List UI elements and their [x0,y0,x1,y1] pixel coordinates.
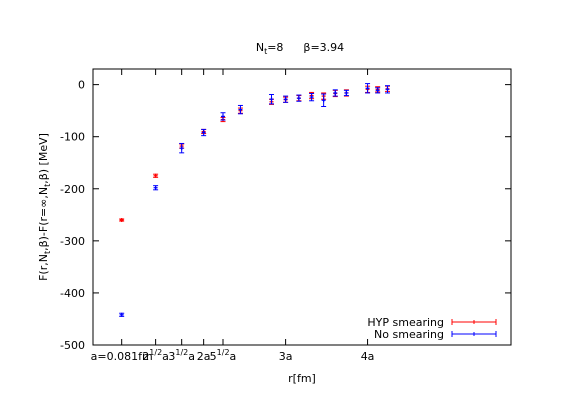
x-tick-label: 4a [361,350,375,363]
series-0 [119,85,390,223]
ylabel-p2: ,β)-F(r=∞,N [37,187,50,251]
x-tick-label-part: 4a [361,350,375,363]
x-tick-label: 3a [279,350,293,363]
ylabel-p3: ,β) [MeV] [37,133,50,184]
x-tick-label: a=0.081fm [91,350,153,363]
x-tick-label-part: a=0.081fm [91,350,153,363]
x-tick-label-part: 1/2 [217,348,230,357]
x-tick-label-part: 1/2 [175,348,188,357]
legend-label: HYP smearing [367,316,444,329]
plot-frame [92,68,512,346]
chart-title: Nt=8 β=3.94 [256,41,344,56]
x-tick-label-part: 1/2 [149,348,162,357]
x-tick-label-part: 5 [210,350,217,363]
title-nt-sub: t [264,47,267,56]
x-tick-label: 2a [197,350,211,363]
y-tick-label: -400 [60,287,85,300]
x-tick-label-part: 3 [168,350,175,363]
title-nt-val: =8 [267,41,283,54]
x-tick-label-part: 2 [142,350,149,363]
ylabel-p1: F(r,N [37,254,50,281]
plot-marks [119,83,390,317]
y-tick-label: 0 [78,79,85,92]
x-tick-label: 31/2a [168,348,195,363]
title-beta: β=3.94 [303,41,344,54]
series-1 [119,83,390,317]
y-tick-label: -300 [60,235,85,248]
y-tick-label: -200 [60,183,85,196]
x-tick-label-part: 2a [197,350,211,363]
x-tick-label: 51/2a [210,348,237,363]
x-tick-label-part: a [230,350,237,363]
ylabel-s1: t [43,251,52,254]
x-tick-label-part: a [162,350,169,363]
ylabel-s2: t [43,184,52,187]
x-axis-label: r[fm] [288,372,316,385]
x-tick-label-part: a [188,350,195,363]
x-tick-label: 21/2a [142,348,169,363]
x-tick-label-part: 3a [279,350,293,363]
title-nt-main: N [256,41,264,54]
y-tick-label: -500 [60,339,85,352]
y-axis: 0 -100 -200 -300 -400 -500 [60,79,511,352]
y-axis-label: F(r,Nt,β)-F(r=∞,Nt,β) [MeV] [37,133,52,281]
legend-label: No smearing [374,328,444,341]
y-tick-label: -100 [60,131,85,144]
